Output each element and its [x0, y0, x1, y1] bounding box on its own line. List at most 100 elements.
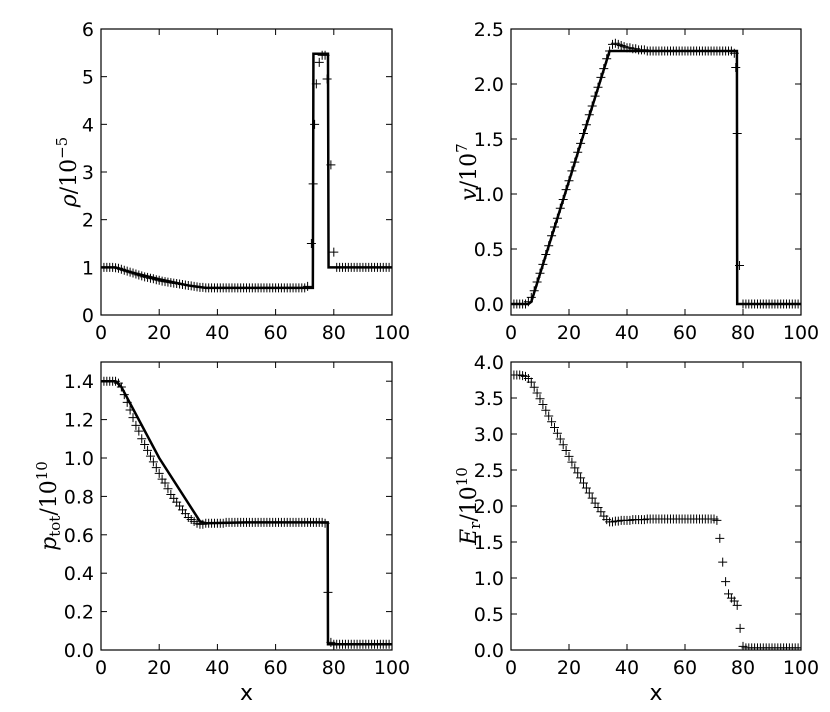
panel-4-xtick-label: 60	[673, 657, 697, 679]
panel-2-plus-marker	[735, 261, 745, 270]
panel-1-xtick-label: 0	[95, 322, 107, 344]
panel-1-xtick-label: 80	[322, 322, 346, 344]
panel-1-plus-marker	[326, 160, 336, 170]
panel-3-plus-marker	[137, 434, 147, 444]
panel-4-plus-marker	[570, 463, 580, 473]
panel-2-xtick-label: 80	[731, 322, 755, 344]
panel-1-ytick-label: 4	[82, 114, 94, 136]
panel-3-plus-marker	[125, 405, 135, 415]
panel-3-ytick-label: 1.2	[64, 410, 94, 432]
panel-3-plus-marker	[122, 397, 132, 407]
panel-3-data	[101, 376, 392, 649]
panel-4-plus-marker	[535, 394, 545, 404]
panel-4-plus-marker	[555, 434, 565, 444]
panel-4-plus-marker	[587, 493, 597, 503]
panel-3-ylabel: ptot/1010	[33, 461, 64, 551]
panel-2-plus-marker	[570, 157, 580, 167]
panel-3-ytick-label: 1.4	[64, 371, 94, 393]
panel-3-frame	[100, 361, 393, 651]
panel-2-xtick-label: 100	[783, 322, 819, 344]
panel-4-plus-marker	[529, 382, 539, 392]
panel-2-plus-marker	[599, 64, 609, 74]
panel-2-ytick-label: 0.0	[474, 294, 504, 316]
panel-1-plus-marker	[310, 119, 320, 129]
panel-1-ytick-label: 0	[82, 305, 94, 327]
panel-3-plus-marker	[320, 518, 330, 528]
panel-3-plus-marker	[128, 413, 138, 423]
panel-4-plus-marker	[581, 483, 591, 493]
panel-4-plus-marker	[558, 440, 568, 450]
panel-3-plus-marker	[145, 451, 155, 461]
panel-1-plus-marker	[311, 79, 321, 89]
panel-2-plus-marker	[532, 277, 542, 287]
panel-4-xtick-label: 0	[505, 657, 517, 679]
panel-4-plus-marker	[541, 405, 551, 415]
panel-3-ytick-label: 0.4	[64, 563, 94, 585]
panel-4-plus-marker	[796, 643, 801, 650]
panel-3-plus-marker	[134, 426, 144, 436]
panel-2-plus-marker	[535, 268, 545, 278]
panel-4-plus-marker	[573, 468, 583, 478]
panel-3-plus-marker	[163, 484, 173, 494]
panel-1-plus-marker	[306, 239, 316, 248]
panel-2-plus-marker	[573, 147, 583, 157]
panel-4-plus-marker	[715, 533, 725, 543]
panel-4-ytick-label: 2.0	[474, 496, 504, 518]
panel-4-ylabel: Er/1010	[453, 467, 484, 546]
panel-4-ytick-label: 0.5	[474, 604, 504, 626]
panel-2-plus-marker	[596, 72, 606, 82]
panel-2-plus-marker	[587, 101, 597, 111]
panel-2-ytick-label: 2.0	[474, 74, 504, 96]
panel-4-ytick-label: 3.5	[474, 388, 504, 410]
panel-2-plus-marker	[544, 241, 554, 251]
panel-1-xtick-label: 20	[147, 322, 171, 344]
panel-3-ytick-label: 0.0	[64, 640, 94, 662]
panel-4-xtick-label: 80	[731, 657, 755, 679]
panel-3-plus-marker	[119, 390, 129, 400]
panel-4-xtick-label: 40	[615, 657, 639, 679]
panel-3-plus-marker	[387, 639, 392, 649]
panel-3-solution-line	[101, 379, 392, 646]
panel-3-plus-marker	[160, 478, 170, 488]
panel-4-plus-marker	[712, 515, 722, 525]
panel-2-plus-marker	[550, 222, 559, 232]
panel-2-plus-marker	[593, 82, 603, 92]
panel-3-xtick-label: 60	[264, 657, 288, 679]
panel-3-xtick-label: 0	[95, 657, 107, 679]
panel-3-xtick-label: 40	[205, 657, 229, 679]
panel-3-xtick-label: 100	[374, 657, 410, 679]
panel-2-plus-marker	[732, 129, 742, 138]
panel-1-ytick-label: 6	[82, 19, 94, 41]
panel-3-plus-marker	[116, 382, 126, 392]
panel-3-plus-marker	[323, 587, 333, 597]
panel-1-frame	[100, 28, 393, 316]
panel-4-plus-marker	[564, 451, 574, 461]
panel-4-plus-marker	[576, 473, 586, 483]
panel-2-xtick-label: 20	[557, 322, 581, 344]
panel-4: 0 20 40 60 80 100 0.0 0.5 1.0 1.5 2.0 2.5 3.0 3.5 4.0 E…	[453, 352, 819, 706]
panel-3-ytick-label: 1.0	[64, 448, 94, 470]
panel-1-solution-line	[101, 52, 392, 290]
panel-1-xtick-label: 100	[374, 322, 410, 344]
panel-4-data	[511, 370, 801, 650]
panel-4-plus-marker	[544, 411, 554, 421]
panel-2-plus-marker	[729, 48, 739, 58]
panel-1-ytick-label: 3	[82, 162, 94, 184]
panel-4-xtick-label: 100	[783, 657, 819, 679]
panel-2-xtick-label: 0	[505, 322, 517, 344]
panel-2-plus-marker	[584, 110, 594, 120]
panel-2-plus-marker	[558, 195, 568, 204]
panel-2-xtick-label: 40	[615, 322, 639, 344]
panel-2-plus-marker	[605, 46, 615, 56]
panel-3-xtick-label: 20	[147, 657, 171, 679]
panel-2-xtick-label: 60	[673, 322, 697, 344]
panel-4-plus-marker	[526, 377, 536, 387]
panel-1-ytick-label: 2	[82, 210, 94, 232]
panel-2-plus-marker	[590, 91, 600, 101]
panel-2-ytick-label: 0.5	[474, 239, 504, 261]
panel-2-plus-marker	[561, 185, 571, 195]
panel-2-plus-marker	[541, 250, 551, 259]
panel-2-plus-marker	[529, 286, 539, 296]
panel-2-plus-marker	[581, 120, 591, 130]
panel-1-ytick-label: 1	[82, 257, 94, 279]
